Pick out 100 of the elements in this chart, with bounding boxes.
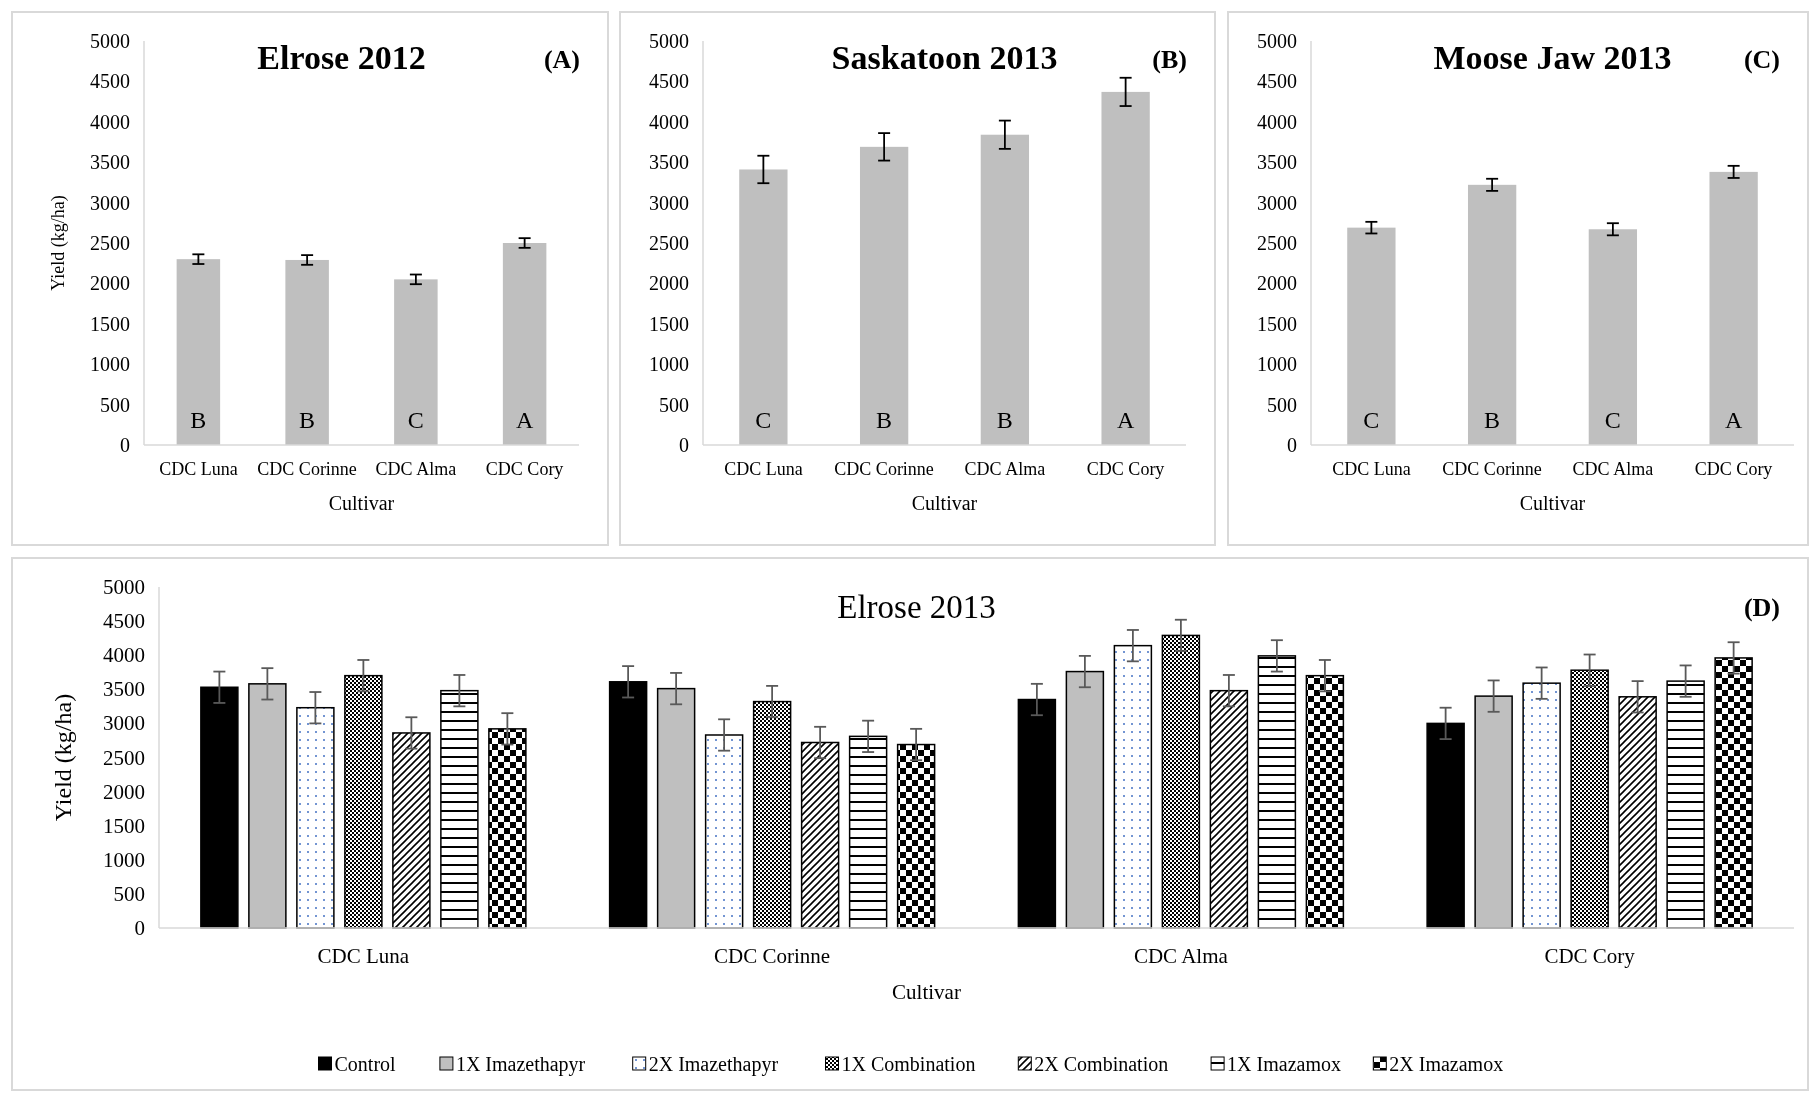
legend-label: 2X Imazethapyr bbox=[648, 1053, 779, 1076]
chart-title: Elrose 2013 bbox=[837, 589, 996, 625]
y-tick-label: 3000 bbox=[90, 191, 130, 214]
x-tick-label: CDC Cory bbox=[1544, 944, 1636, 968]
bar bbox=[704, 734, 744, 929]
annotation: A bbox=[1724, 407, 1743, 433]
annotation: B bbox=[996, 407, 1013, 433]
y-tick-label: 2500 bbox=[1257, 232, 1297, 254]
y-tick-label: 0 bbox=[134, 916, 145, 940]
annotation: A bbox=[1116, 407, 1135, 433]
legend-label: 2X Imazamox bbox=[1389, 1053, 1504, 1075]
y-tick-label: 3000 bbox=[103, 711, 145, 736]
y-tick-label: 0 bbox=[679, 434, 689, 456]
chart-title: Elrose 2012 bbox=[257, 38, 426, 76]
bar bbox=[1426, 722, 1465, 929]
y-tick-label: 500 bbox=[1267, 393, 1297, 416]
bar bbox=[1257, 655, 1297, 929]
bar bbox=[502, 243, 547, 445]
bar bbox=[1709, 171, 1758, 445]
x-axis-title: Cultivar bbox=[892, 980, 961, 1004]
y-tick-label: 3500 bbox=[1257, 151, 1297, 174]
y-tick-label: 1000 bbox=[103, 847, 145, 872]
bar bbox=[248, 683, 287, 929]
y-tick-label: 1000 bbox=[649, 353, 689, 376]
annotation: (B) bbox=[1152, 44, 1187, 74]
bar bbox=[848, 735, 888, 929]
y-tick-label: 4000 bbox=[1257, 110, 1297, 133]
y-tick-label: 5000 bbox=[103, 575, 145, 599]
legend-label: 2X Combination bbox=[1034, 1053, 1169, 1075]
bar bbox=[1017, 698, 1057, 929]
bar bbox=[1347, 227, 1396, 445]
bar bbox=[200, 686, 239, 929]
bar bbox=[739, 169, 788, 445]
annotation: B bbox=[299, 407, 316, 433]
bar bbox=[896, 743, 936, 929]
bar bbox=[1522, 682, 1561, 929]
y-tick-label: 4500 bbox=[90, 70, 130, 93]
y-tick-label: 500 bbox=[113, 881, 145, 906]
x-tick-label: CDC Luna bbox=[1332, 459, 1411, 479]
bar bbox=[1714, 657, 1753, 929]
x-tick-label: CDC Alma bbox=[1572, 459, 1654, 479]
y-tick-label: 4000 bbox=[90, 110, 130, 133]
y-tick-label: 3500 bbox=[103, 677, 145, 702]
y-tick-label: 500 bbox=[659, 393, 689, 416]
y-tick-label: 1000 bbox=[90, 353, 130, 376]
x-tick-label: CDC Corinne bbox=[714, 944, 831, 968]
annotation: (C) bbox=[1743, 44, 1780, 74]
bar bbox=[296, 706, 335, 929]
annotation: C bbox=[407, 407, 424, 433]
y-tick-label: 4000 bbox=[649, 110, 689, 133]
y-tick-label: 3000 bbox=[1257, 191, 1297, 214]
bar bbox=[1666, 680, 1705, 929]
x-tick-label: CDC Alma bbox=[375, 459, 457, 479]
bar bbox=[1161, 634, 1201, 929]
x-tick-label: CDC Alma bbox=[1133, 944, 1229, 968]
x-axis-title: Cultivar bbox=[911, 492, 978, 514]
bar bbox=[285, 259, 329, 445]
legend-label: 1X Imazamox bbox=[1227, 1053, 1341, 1075]
y-tick-label: 2000 bbox=[90, 272, 130, 295]
chart-title: Saskatoon 2013 bbox=[831, 38, 1058, 76]
y-tick-label: 3500 bbox=[90, 151, 130, 174]
bar bbox=[1305, 674, 1345, 929]
y-tick-label: 1500 bbox=[103, 813, 145, 838]
y-tick-label: 2000 bbox=[649, 272, 689, 295]
annotation: C bbox=[1604, 407, 1621, 433]
bar bbox=[1065, 670, 1105, 929]
bar bbox=[608, 681, 648, 929]
y-tick-label: 5000 bbox=[1257, 30, 1297, 52]
y-tick-label: 2000 bbox=[103, 779, 145, 804]
annotation: B bbox=[876, 407, 893, 433]
y-tick-label: 2500 bbox=[90, 232, 130, 254]
y-tick-label: 1500 bbox=[649, 312, 689, 335]
y-tick-label: 0 bbox=[1287, 434, 1297, 456]
bar bbox=[752, 700, 792, 929]
x-axis-title: Cultivar bbox=[328, 492, 395, 514]
annotation: A bbox=[515, 407, 534, 433]
y-tick-label: 4500 bbox=[103, 609, 145, 634]
annotation: (D) bbox=[1743, 592, 1780, 622]
y-tick-label: 2500 bbox=[649, 232, 689, 254]
bar bbox=[859, 146, 909, 445]
x-tick-label: CDC Cory bbox=[1086, 459, 1165, 479]
bar bbox=[1113, 644, 1153, 929]
bar bbox=[1467, 184, 1517, 445]
x-axis-title: Cultivar bbox=[1519, 492, 1586, 514]
annotation: B bbox=[1484, 407, 1501, 433]
legend-label: 1X Combination bbox=[841, 1053, 976, 1075]
bar bbox=[488, 728, 527, 929]
legend-label: Control bbox=[334, 1053, 397, 1075]
x-tick-label: CDC Cory bbox=[1694, 459, 1773, 479]
bar bbox=[1209, 689, 1249, 929]
x-tick-label: CDC Corinne bbox=[834, 459, 934, 479]
x-tick-label: CDC Cory bbox=[485, 459, 564, 479]
x-tick-label: CDC Luna bbox=[724, 459, 803, 479]
y-tick-label: 3500 bbox=[649, 151, 689, 174]
bar bbox=[1618, 696, 1657, 929]
bar bbox=[1101, 91, 1150, 445]
bar bbox=[800, 741, 840, 929]
bar bbox=[1570, 669, 1609, 929]
y-tick-label: 4500 bbox=[1257, 70, 1297, 93]
bar bbox=[1474, 695, 1513, 929]
